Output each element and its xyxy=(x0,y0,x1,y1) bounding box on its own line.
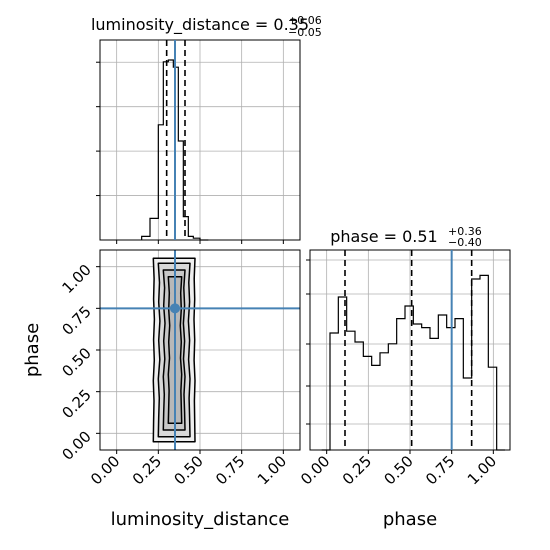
lum-histogram-panel: luminosity_distance = 0.35 +0.06 −0.05 xyxy=(91,14,322,244)
x-axis-label-phase: phase xyxy=(383,509,437,530)
phase-hist-title: phase = 0.51 xyxy=(330,227,437,246)
lum-hist-yticks xyxy=(96,61,100,197)
lum-title-sup: +0.06 xyxy=(288,14,322,27)
density-2d-xtick-labels: 0.00 0.25 0.50 0.75 1.00 xyxy=(87,452,290,488)
phase-xtick-label: 0.25 xyxy=(339,452,375,488)
density-ytick-label: 0.00 xyxy=(58,427,94,463)
phase-xtick-label: 0.50 xyxy=(380,452,416,488)
lum-hist-grid xyxy=(100,40,300,240)
phase-hist-yticks xyxy=(306,259,310,425)
density-xtick-label: 1.00 xyxy=(254,452,290,488)
phase-xtick-label: 0.00 xyxy=(297,452,333,488)
lum-title-base: luminosity_distance = 0.35 xyxy=(91,15,309,35)
density-ytick-label: 0.50 xyxy=(58,344,94,380)
phase-hist-xticks xyxy=(326,450,494,454)
phase-hist-xtick-labels: 0.00 0.25 0.50 0.75 1.00 xyxy=(297,452,500,488)
density-xtick-label: 0.25 xyxy=(129,452,165,488)
phase-xtick-label: 0.75 xyxy=(422,452,458,488)
x-axis-label-luminosity-distance: luminosity_distance xyxy=(111,509,290,530)
density-2d-yticks xyxy=(96,266,100,434)
lum-title-sub: −0.05 xyxy=(288,26,322,39)
density-2d-ytick-labels: 0.00 0.25 0.50 0.75 1.00 xyxy=(58,261,94,464)
density-2d-truth-marker xyxy=(170,303,180,314)
phase-histogram-panel: phase = 0.51 +0.36 −0.40 0.00 0.25 0.50 0.7… xyxy=(297,225,511,530)
density-xtick-label: 0.00 xyxy=(87,452,123,488)
phase-title-sup: +0.36 xyxy=(448,225,482,238)
phase-xtick-label: 1.00 xyxy=(464,452,500,488)
density-ytick-label: 0.75 xyxy=(58,302,94,338)
phase-title-sub: −0.40 xyxy=(448,236,482,249)
lum-hist-step-line xyxy=(141,59,209,241)
density-ytick-label: 0.25 xyxy=(58,386,94,422)
density-xtick-label: 0.50 xyxy=(170,452,206,488)
lum-hist-xticks xyxy=(116,240,284,244)
y-axis-label-phase: phase xyxy=(22,323,43,377)
density-xtick-label: 0.75 xyxy=(212,452,248,488)
density-2d-panel: 0.00 0.25 0.50 0.75 1.00 0.000.250.500.751.0… xyxy=(22,249,301,530)
density-ytick-label: 1.00 xyxy=(58,261,94,297)
phase-hist-step-line xyxy=(321,274,505,451)
phase-hist-grid xyxy=(310,250,510,450)
lum-hist-title: luminosity_distance = 0.35 xyxy=(91,15,309,35)
phase-title-base: phase = 0.51 xyxy=(330,227,437,246)
density-2d-xticks xyxy=(116,450,284,454)
density-2d-grid xyxy=(100,250,300,450)
density-2d-contours xyxy=(152,257,196,443)
